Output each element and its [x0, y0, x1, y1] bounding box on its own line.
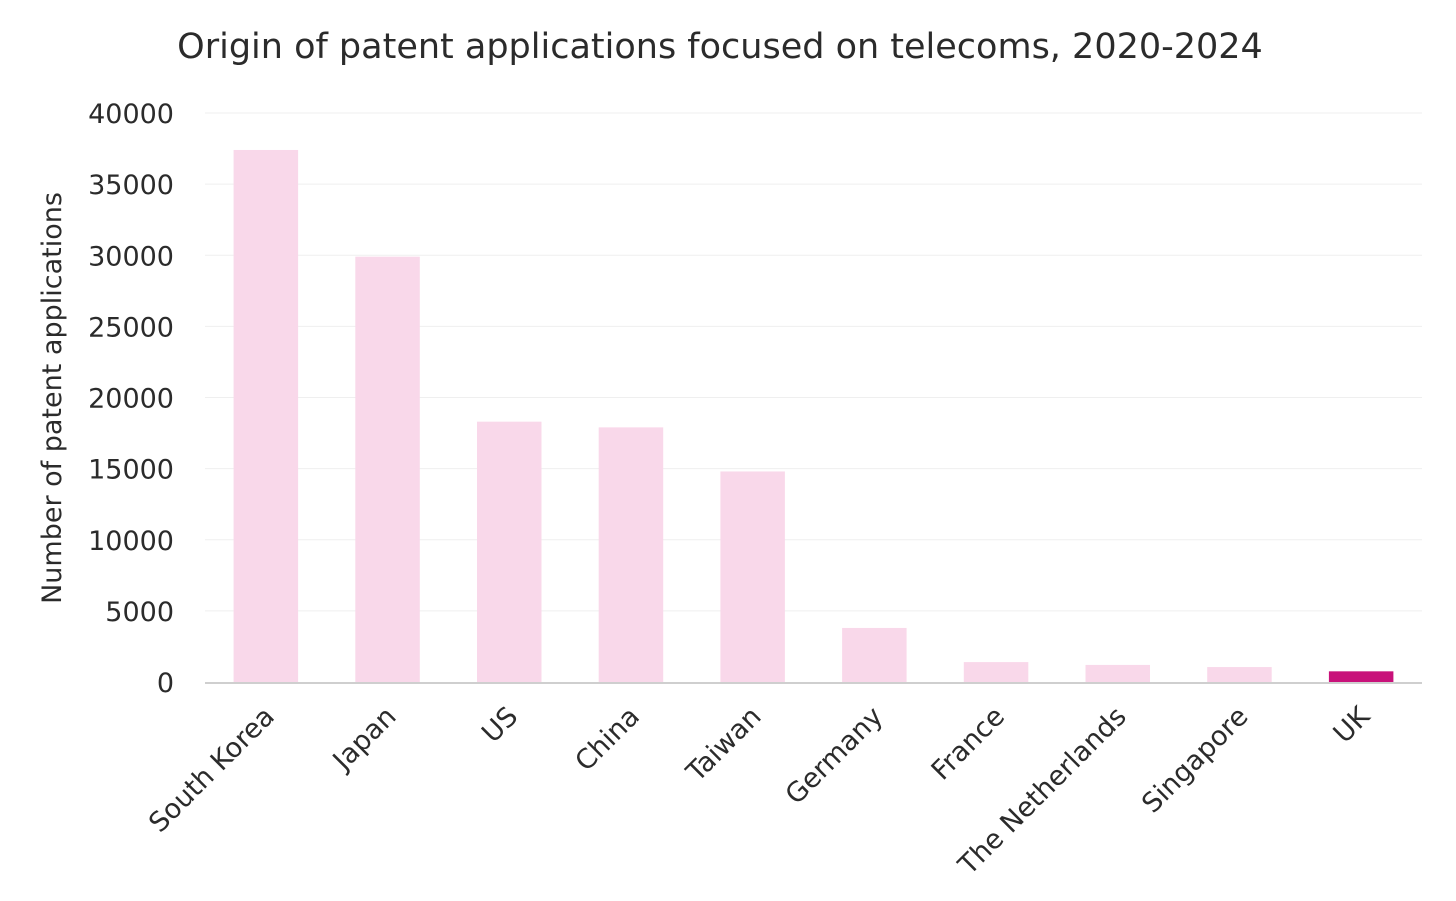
bar-the-netherlands: [1085, 664, 1151, 682]
x-tick-label: Singapore: [1136, 701, 1254, 819]
y-tick-label: 5000: [105, 597, 174, 628]
bar-china: [598, 427, 664, 682]
x-tick-label: UK: [1328, 700, 1377, 749]
y-tick-label: 35000: [88, 170, 174, 201]
bar-uk: [1328, 671, 1394, 682]
bar-south-korea: [233, 149, 299, 683]
bar-us: [476, 421, 542, 682]
y-tick-label: 0: [157, 668, 174, 699]
bars: [233, 149, 1394, 683]
bar-taiwan: [720, 471, 785, 682]
x-tick-label: China: [569, 701, 645, 777]
x-tick-label: Germany: [780, 701, 890, 811]
y-tick-label: 25000: [88, 312, 174, 343]
bar-germany: [842, 627, 907, 682]
x-tick-label: France: [926, 701, 1011, 786]
bar-japan: [355, 256, 420, 682]
chart-title: Origin of patent applications focused on…: [177, 27, 1263, 67]
x-tick-label: South Korea: [143, 701, 281, 839]
x-tick-label: US: [476, 701, 524, 749]
y-axis-ticks: 0 5000 10000 15000 20000 25000 30000 35000 40000: [88, 99, 174, 699]
y-tick-label: 40000: [88, 99, 174, 130]
y-tick-label: 30000: [88, 241, 174, 272]
x-axis-labels: South Korea Japan US China Taiwan Germany Fran…: [143, 700, 1377, 882]
y-tick-label: 10000: [88, 526, 174, 557]
y-axis-title: Number of patent applications: [37, 192, 68, 604]
bar-france: [963, 662, 1029, 682]
x-tick-label: Taiwan: [680, 701, 768, 789]
bar-singapore: [1207, 667, 1272, 682]
x-tick-label: Japan: [326, 701, 403, 778]
y-tick-label: 20000: [88, 384, 174, 415]
y-tick-label: 15000: [88, 455, 174, 486]
